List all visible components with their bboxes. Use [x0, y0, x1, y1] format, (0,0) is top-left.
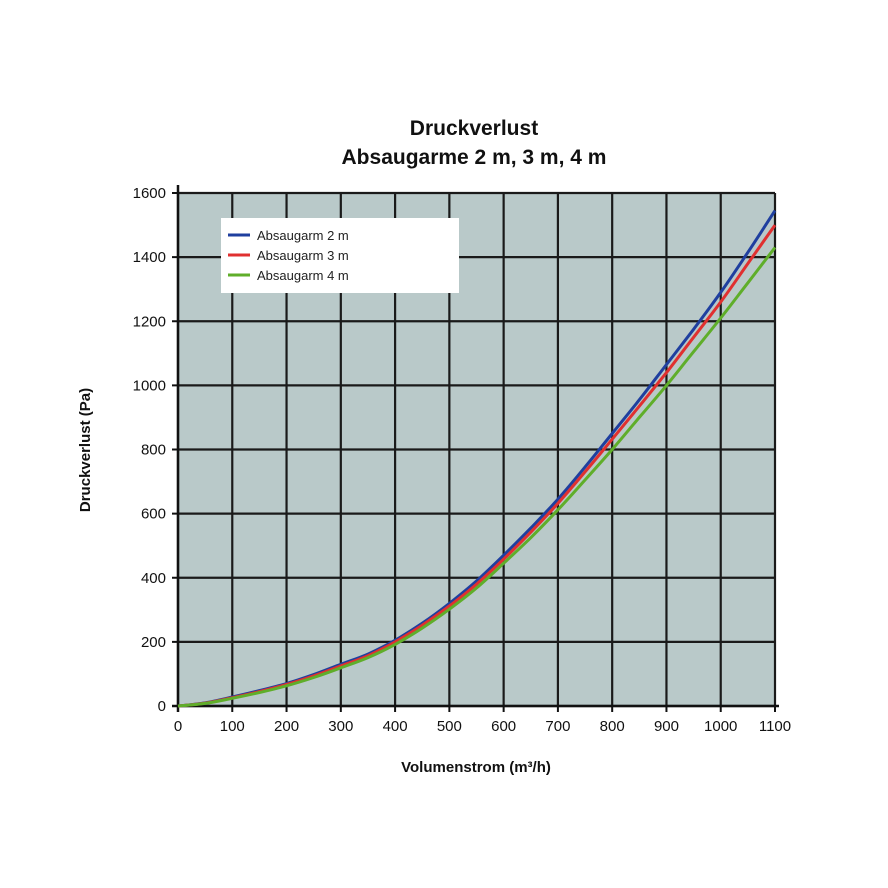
y-tick-labels: 0 200 400 600 800 1000 1200 1400 1600 [133, 185, 166, 715]
y-tick-label: 200 [141, 634, 166, 651]
y-tick-label: 1600 [133, 185, 166, 202]
x-tick-label: 400 [383, 718, 408, 735]
y-tick-label: 1400 [133, 249, 166, 266]
legend-label: Absaugarm 2 m [257, 228, 349, 243]
chart-title: Druckverlust [410, 117, 538, 140]
x-tick-label: 1100 [759, 718, 791, 735]
chart-subtitle: Absaugarme 2 m, 3 m, 4 m [342, 146, 607, 169]
x-tick-label: 1000 [704, 718, 737, 735]
series-lines [177, 209, 777, 708]
x-tick-label: 700 [545, 718, 570, 735]
axes [172, 185, 779, 712]
y-tick-label: 0 [158, 698, 166, 715]
x-tick-label: 300 [328, 718, 353, 735]
legend: Absaugarm 2 m Absaugarm 3 m Absaugarm 4 m [221, 218, 459, 293]
x-tick-label: 0 [174, 718, 182, 735]
y-tick-label: 600 [141, 506, 166, 523]
y-axis-label: Druckverlust (Pa) [77, 388, 94, 512]
x-tick-labels: 0 100 200 300 400 500 600 700 800 900 1000 1100 [174, 718, 791, 735]
y-tick-label: 400 [141, 570, 166, 587]
legend-box [221, 218, 459, 293]
x-axis-label: Volumenstrom (m³/h) [401, 759, 551, 776]
x-tick-label: 600 [491, 718, 516, 735]
y-tick-label: 1000 [133, 377, 166, 394]
x-tick-label: 200 [274, 718, 299, 735]
y-tick-label: 800 [141, 442, 166, 459]
x-tick-label: 100 [220, 718, 245, 735]
x-tick-label: 800 [600, 718, 625, 735]
legend-label: Absaugarm 4 m [257, 268, 349, 283]
x-tick-label: 900 [654, 718, 679, 735]
y-tick-label: 1200 [133, 313, 166, 330]
series-line [177, 246, 777, 708]
legend-label: Absaugarm 3 m [257, 248, 349, 263]
x-tick-label: 500 [437, 718, 462, 735]
